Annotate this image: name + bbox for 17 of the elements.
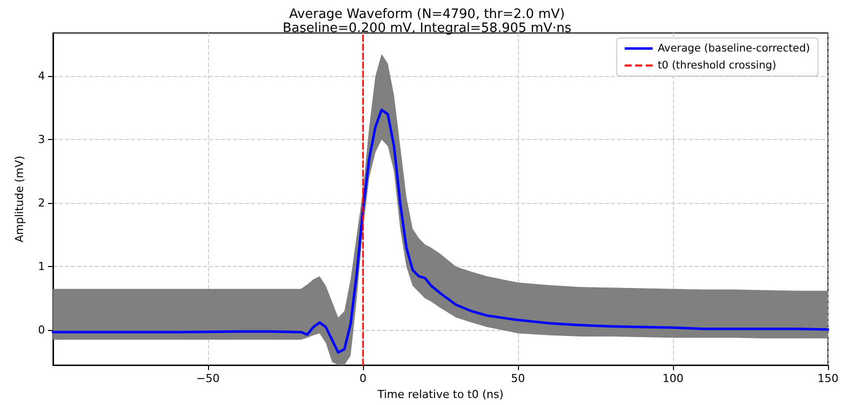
y-tick-label: 2 [38, 196, 45, 210]
y-tick-label: 1 [38, 260, 45, 274]
chart-subtitle: Baseline=0.200 mV, Integral=58.905 mV·ns [282, 21, 572, 36]
x-tick-label: 50 [511, 372, 525, 386]
legend-label: t0 (threshold crossing) [658, 60, 776, 72]
y-tick-label: 0 [38, 324, 45, 337]
legend-label: Average (baseline-corrected) [658, 42, 810, 54]
x-tick-label: 100 [662, 372, 684, 386]
x-tick-label: −50 [196, 372, 220, 386]
x-axis-title: Time relative to t0 (ns) [376, 388, 504, 401]
x-tick-label: 0 [360, 372, 366, 386]
line-series [52, 108, 830, 354]
chart-title: Average Waveform (N=4790, thr=2.0 mV) [289, 7, 565, 22]
y-tick-label: 3 [38, 133, 45, 146]
x-tick-label: 150 [818, 372, 838, 386]
y-tick-label: 4 [38, 70, 45, 83]
y-axis-title: Amplitude (mV) [13, 156, 26, 242]
